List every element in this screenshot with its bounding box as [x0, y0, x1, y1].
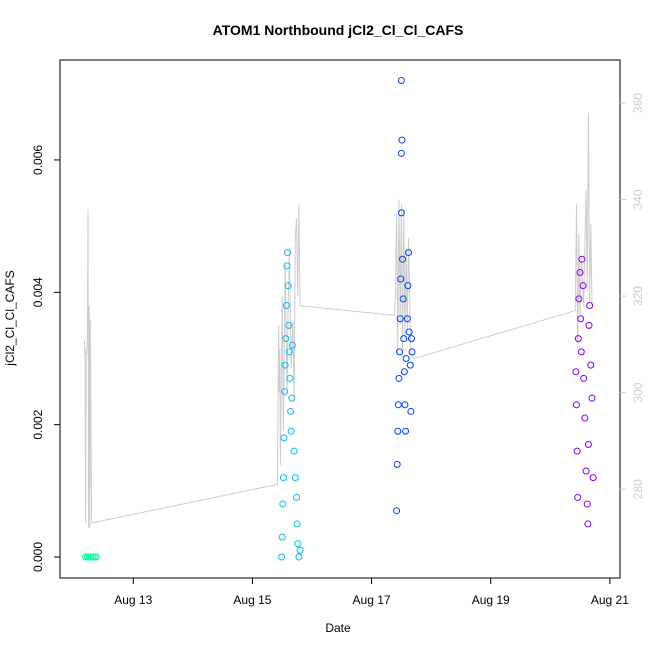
point	[403, 315, 411, 323]
x-tick-label: Aug 15	[233, 593, 271, 607]
point	[579, 282, 587, 290]
point	[401, 401, 409, 409]
x-tick-label: Aug 21	[591, 593, 629, 607]
point	[397, 209, 405, 217]
y2-tick-label: 360	[631, 93, 645, 113]
point	[284, 282, 292, 290]
point	[578, 255, 586, 263]
point	[576, 268, 584, 276]
point	[397, 275, 405, 283]
point	[396, 315, 404, 323]
point	[400, 368, 408, 376]
point	[395, 374, 403, 382]
point	[580, 374, 588, 382]
point	[408, 348, 416, 356]
point	[406, 361, 414, 369]
point	[581, 414, 589, 422]
point	[284, 249, 292, 257]
y-tick-label: 0.002	[31, 409, 45, 439]
y2-tick-label: 340	[631, 189, 645, 209]
y2-tick-label: 320	[631, 286, 645, 306]
point	[404, 282, 412, 290]
point	[586, 302, 594, 310]
point	[585, 321, 593, 329]
point	[285, 321, 293, 329]
point	[279, 500, 287, 508]
y-tick-label: 0.000	[31, 542, 45, 572]
point	[283, 262, 291, 270]
point	[285, 348, 293, 356]
point	[577, 315, 585, 323]
point	[588, 394, 596, 402]
chart-title: ATOM1 Northbound jCl2_Cl_Cl_CAFS	[213, 22, 464, 38]
point	[584, 520, 592, 528]
point	[405, 249, 413, 257]
point	[399, 295, 407, 303]
point	[279, 474, 287, 482]
point	[407, 407, 415, 415]
point	[405, 328, 413, 336]
line-series	[83, 112, 593, 528]
point	[287, 407, 295, 415]
point	[287, 427, 295, 435]
point	[587, 361, 595, 369]
point	[280, 434, 288, 442]
point	[295, 553, 303, 561]
point	[573, 401, 581, 409]
point	[278, 533, 286, 541]
point	[92, 553, 100, 561]
point	[398, 136, 406, 144]
point	[407, 335, 415, 343]
plot-box	[59, 59, 621, 579]
point	[393, 460, 401, 468]
point	[290, 447, 298, 455]
point	[582, 467, 590, 475]
point	[577, 348, 585, 356]
y-axis-label: jCl2_Cl_Cl_CAFS	[3, 270, 17, 366]
point	[397, 149, 405, 157]
x-axis-label: Date	[325, 621, 351, 635]
point	[286, 374, 294, 382]
point	[584, 441, 592, 449]
point	[397, 77, 405, 85]
point	[399, 255, 407, 263]
point	[396, 348, 404, 356]
x-tick-label: Aug 17	[353, 593, 391, 607]
point	[291, 474, 299, 482]
point	[394, 427, 402, 435]
point	[278, 553, 286, 561]
point	[288, 394, 296, 402]
point	[400, 335, 408, 343]
point	[293, 493, 301, 501]
point	[402, 354, 410, 362]
y2-tick-label: 300	[631, 382, 645, 402]
y2-tick-label: 280	[631, 479, 645, 499]
point	[574, 335, 582, 343]
point	[281, 388, 289, 396]
x-tick-label: Aug 13	[114, 593, 152, 607]
point	[572, 368, 580, 376]
point	[282, 302, 290, 310]
point	[296, 546, 304, 554]
point	[394, 401, 402, 409]
point	[583, 500, 591, 508]
point	[402, 427, 410, 435]
x-tick-label: Aug 19	[472, 593, 510, 607]
y-tick-label: 0.004	[31, 277, 45, 307]
point	[281, 361, 289, 369]
point	[393, 507, 401, 515]
point	[573, 447, 581, 455]
point	[288, 341, 296, 349]
point	[294, 540, 302, 548]
point	[282, 335, 290, 343]
point	[575, 295, 583, 303]
point	[293, 520, 301, 528]
point	[574, 493, 582, 501]
y-tick-label: 0.006	[31, 145, 45, 175]
point	[589, 474, 597, 482]
